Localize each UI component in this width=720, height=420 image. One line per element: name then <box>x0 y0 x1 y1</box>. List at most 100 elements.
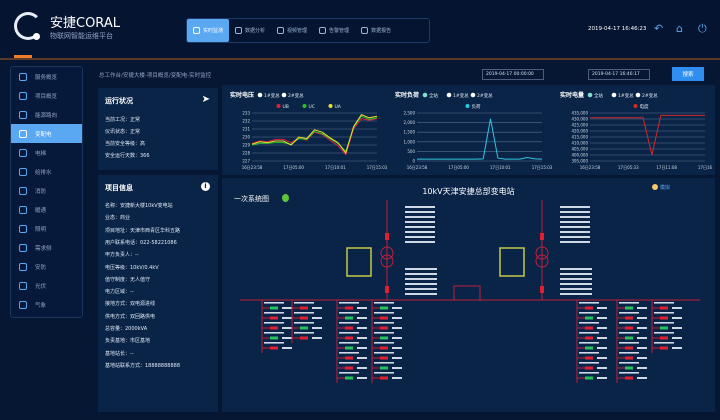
feeder-switch[interactable] <box>345 336 353 340</box>
feeder-switch[interactable] <box>380 346 388 350</box>
y-tick-label: 1,000 <box>404 139 416 144</box>
tab-radio[interactable] <box>257 92 263 98</box>
chart-tab[interactable]: 1#变总 <box>453 92 469 99</box>
feeder-name <box>619 312 639 314</box>
feeder-switch[interactable] <box>380 306 388 310</box>
home-icon[interactable]: ⌂ <box>676 22 683 35</box>
chart-tab[interactable]: 1#变总 <box>264 92 280 99</box>
tab-radio[interactable] <box>422 92 428 98</box>
feeder-switch[interactable] <box>625 346 633 350</box>
sidebar-item-11[interactable]: 光伏 <box>11 276 82 295</box>
tab-2[interactable]: 视频管理 <box>271 19 313 42</box>
chart-tab[interactable]: 2#变总 <box>642 92 658 99</box>
feeder-switch[interactable] <box>300 306 308 310</box>
feeder-switch[interactable] <box>345 366 353 370</box>
feeder-switch[interactable] <box>300 326 308 330</box>
feeder-switch[interactable] <box>345 376 353 380</box>
tab-radio[interactable] <box>611 92 617 98</box>
tab-1[interactable]: 数据分析 <box>229 19 271 42</box>
breaker[interactable] <box>385 233 389 240</box>
legend-label[interactable]: 模拟 <box>660 185 671 191</box>
feeder-switch[interactable] <box>625 376 633 380</box>
sidebar-item-0[interactable]: 服务概览 <box>11 67 82 86</box>
feeder-switch[interactable] <box>660 346 668 350</box>
feeder-switch[interactable] <box>585 356 593 360</box>
feeder-switch[interactable] <box>270 336 278 340</box>
breaker[interactable] <box>540 233 544 240</box>
feeder-switch[interactable] <box>345 316 353 320</box>
feeder-switch[interactable] <box>345 356 353 360</box>
chart-tab[interactable]: 1#变总 <box>618 92 634 99</box>
sidebar-item-1[interactable]: 项目概览 <box>11 86 82 105</box>
tab-radio[interactable] <box>446 92 452 98</box>
feeder-switch[interactable] <box>625 366 633 370</box>
feeder-switch[interactable] <box>625 306 633 310</box>
feeder-switch[interactable] <box>345 346 353 350</box>
feeder-switch[interactable] <box>625 326 633 330</box>
sidebar-item-6[interactable]: 消防 <box>11 181 82 200</box>
breaker[interactable] <box>385 286 389 293</box>
feeder-switch[interactable] <box>270 346 278 350</box>
sidebar-item-12[interactable]: 气象 <box>11 295 82 314</box>
send-icon[interactable]: ➤ <box>201 94 210 105</box>
tab-radio[interactable] <box>635 92 641 98</box>
feeder-switch[interactable] <box>625 356 633 360</box>
tab-4[interactable]: 数据报告 <box>355 19 397 42</box>
feeder-switch[interactable] <box>270 306 278 310</box>
chart-tab[interactable]: 全站 <box>594 92 603 99</box>
feeder-switch[interactable] <box>300 316 308 320</box>
feeder-switch[interactable] <box>585 366 593 370</box>
tab-0[interactable]: 实时监测 <box>187 19 230 42</box>
feeder-switch[interactable] <box>345 326 353 330</box>
feeder-switch[interactable] <box>380 336 388 340</box>
info-icon[interactable]: i <box>201 182 210 191</box>
start-date-input[interactable]: 2019-04-17 00:00:00 <box>482 69 544 80</box>
power-icon[interactable]: ⏻ <box>698 22 707 35</box>
feeder-switch[interactable] <box>660 326 668 330</box>
sidebar-item-9[interactable]: 需求侧 <box>11 238 82 257</box>
sidebar-item-3[interactable]: 变配电 <box>11 124 82 143</box>
feeder-switch[interactable] <box>660 306 668 310</box>
feeder-switch[interactable] <box>660 316 668 320</box>
feeder-switch[interactable] <box>585 346 593 350</box>
feeder-name <box>579 302 599 304</box>
feeder-switch[interactable] <box>585 316 593 320</box>
feeder-switch[interactable] <box>270 316 278 320</box>
feeder-switch[interactable] <box>585 306 593 310</box>
sidebar-item-5[interactable]: 给排水 <box>11 162 82 181</box>
chart-tab[interactable]: 全站 <box>429 92 438 99</box>
end-date-input[interactable]: 2019-04-17 16:46:17 <box>588 69 650 80</box>
feeder-switch[interactable] <box>625 316 633 320</box>
feeder-switch[interactable] <box>300 336 308 340</box>
sidebar-item-8[interactable]: 照明 <box>11 219 82 238</box>
tab-radio[interactable] <box>470 92 476 98</box>
tab-3[interactable]: 告警管理 <box>313 19 355 42</box>
measurement-text <box>405 206 435 208</box>
feeder-switch[interactable] <box>270 326 278 330</box>
tab-radio[interactable] <box>587 92 593 98</box>
breaker[interactable] <box>540 286 544 293</box>
sidebar-item-4[interactable]: 电梯 <box>11 143 82 162</box>
feeder-switch[interactable] <box>660 336 668 340</box>
chart-tab[interactable]: 2#变总 <box>477 92 493 99</box>
search-button[interactable]: 搜索 <box>672 67 704 81</box>
feeder-switch[interactable] <box>345 306 353 310</box>
feeder-switch[interactable] <box>380 366 388 370</box>
feeder-label <box>672 337 682 339</box>
feeder-switch[interactable] <box>380 316 388 320</box>
sidebar-item-10[interactable]: 安防 <box>11 257 82 276</box>
feeder-switch[interactable] <box>380 356 388 360</box>
feeder-switch[interactable] <box>585 326 593 330</box>
feeder-switch[interactable] <box>380 376 388 380</box>
back-icon[interactable]: ↶ <box>654 22 664 35</box>
sidebar-item-7[interactable]: 暖通 <box>11 200 82 219</box>
feeder-switch[interactable] <box>625 336 633 340</box>
feeder-switch[interactable] <box>585 376 593 380</box>
measurement-text <box>405 221 435 223</box>
project-info-row: 电压等级：10kV/0.4kV <box>105 264 159 271</box>
chart-tab[interactable]: 2#变总 <box>288 92 304 99</box>
feeder-switch[interactable] <box>585 336 593 340</box>
tab-radio[interactable] <box>281 92 287 98</box>
sidebar-item-2[interactable]: 能源路向 <box>11 105 82 124</box>
feeder-switch[interactable] <box>380 326 388 330</box>
